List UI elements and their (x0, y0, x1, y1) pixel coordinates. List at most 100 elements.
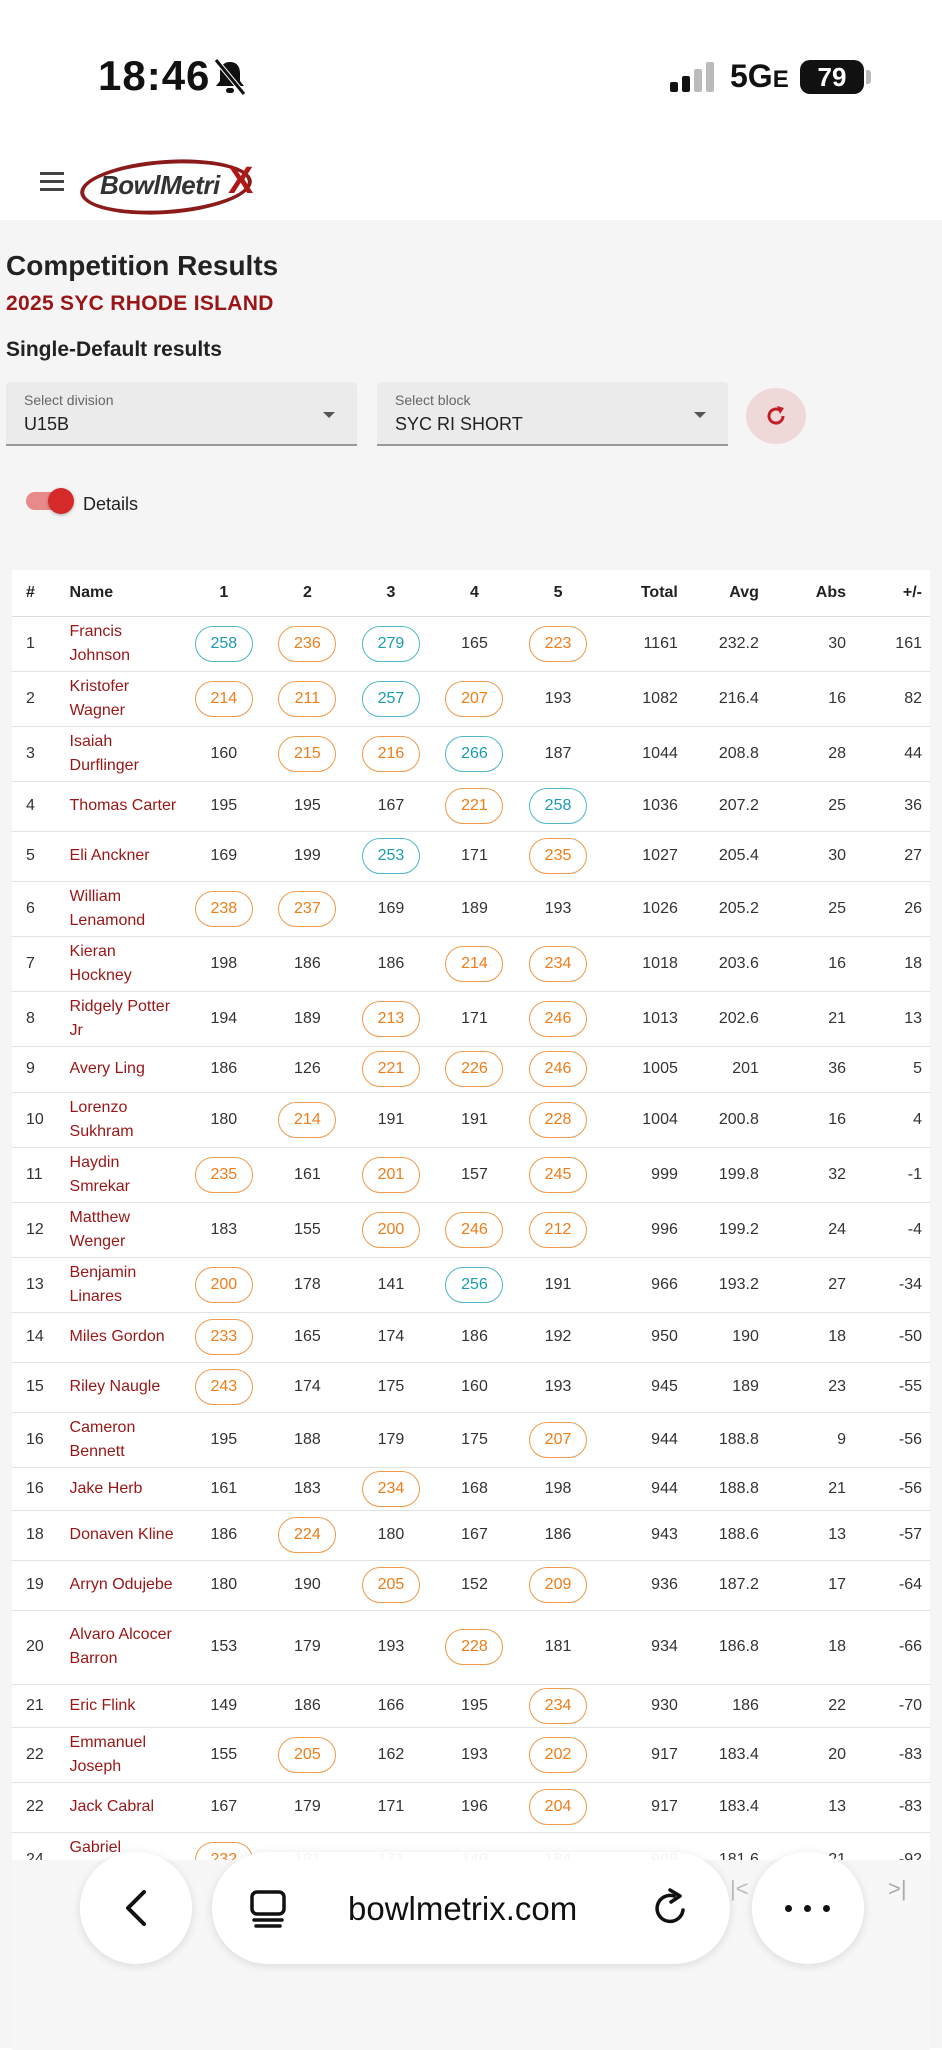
bowler-name-link[interactable]: Avery Ling (69, 1046, 183, 1093)
header-total[interactable]: Total (599, 570, 688, 617)
plus-minus-cell: 4 (852, 1092, 930, 1148)
division-select[interactable]: Select division U15B (6, 382, 357, 446)
table-row[interactable]: 2 Kristofer Wagner 214 211 257 207 193 1082 216.… (12, 671, 930, 727)
bowler-name-link[interactable]: Isaiah Durflinger (69, 726, 183, 782)
first-page-button[interactable]: |< (730, 1876, 749, 1901)
bowler-name-link[interactable]: Cameron Bennett (69, 1412, 183, 1468)
game-5-score: 234 (516, 936, 600, 992)
game-2-score: 224 (265, 1510, 350, 1561)
table-row[interactable]: 19 Arryn Odujebe 180 190 205 152 209 936 187.2 17… (12, 1560, 930, 1611)
table-row[interactable]: 13 Benjamin Linares 200 178 141 256 191 966 193.… (12, 1257, 930, 1313)
header-plus-minus[interactable]: +/- (852, 570, 930, 617)
main-content: Competition Results 2025 SYC RHODE ISLAN… (0, 220, 942, 2050)
results-table: # Name 1 2 3 4 5 Total Avg Abs +/- 1 Fran… (12, 570, 930, 1860)
bowlmetrix-logo[interactable]: BowlMetri X (78, 154, 260, 220)
bowler-name-link[interactable]: Jack Cabral (69, 1782, 183, 1833)
bowler-name-link[interactable]: Matthew Wenger (69, 1202, 183, 1258)
table-row[interactable]: 4 Thomas Carter 195 195 167 221 258 1036 207.2 25… (12, 781, 930, 832)
header-name[interactable]: Name (69, 570, 183, 617)
bowler-name-link[interactable]: Jake Herb (69, 1467, 183, 1511)
avg-cell: 187.2 (687, 1560, 765, 1611)
table-row[interactable]: 6 William Lenamond 238 237 169 189 193 1026 205.… (12, 881, 930, 937)
game-4-score: 256 (432, 1257, 517, 1313)
table-row[interactable]: 14 Miles Gordon 233 165 174 186 192 950 190 18 -50 (12, 1312, 930, 1363)
total-cell: 996 (599, 1202, 688, 1258)
last-page-button[interactable]: >| (888, 1876, 907, 1901)
result-type-heading: Single-Default results (6, 338, 222, 361)
bowler-name-link[interactable]: Donaven Kline (69, 1510, 183, 1561)
refresh-button[interactable] (746, 388, 806, 444)
header-game-2[interactable]: 2 (265, 570, 350, 617)
avg-cell: 205.2 (687, 881, 765, 937)
rank-cell: 20 (12, 1610, 70, 1685)
address-bar[interactable]: bowlmetrix.com (212, 1852, 730, 1964)
bowler-name-link[interactable]: Emmanuel Joseph (69, 1727, 183, 1783)
table-row[interactable]: 21 Eric Flink 149 186 166 195 234 930 186 22 -70 (12, 1684, 930, 1728)
header-rank[interactable]: # (12, 570, 70, 617)
rank-cell: 15 (12, 1362, 70, 1413)
game-4-score: 171 (432, 991, 517, 1047)
game-1-score: 180 (182, 1560, 266, 1611)
game-2-score: 186 (265, 936, 350, 992)
header-game-5[interactable]: 5 (516, 570, 600, 617)
reload-icon[interactable] (650, 1888, 690, 1928)
details-toggle[interactable] (26, 488, 74, 514)
score-badge: 201 (361, 1156, 420, 1193)
table-row[interactable]: 20 Alvaro Alcocer Barron 153 179 193 228 181 93… (12, 1610, 930, 1685)
header-game-1[interactable]: 1 (182, 570, 266, 617)
header-game-4[interactable]: 4 (432, 570, 517, 617)
table-row[interactable]: 15 Riley Naugle 243 174 175 160 193 945 189 23 -55 (12, 1362, 930, 1413)
game-2-score: 188 (265, 1412, 350, 1468)
table-row[interactable]: 5 Eli Anckner 169 199 253 171 235 1027 205.4 30 27 (12, 831, 930, 882)
high-score-badge: 258 (194, 625, 253, 662)
more-options-button[interactable] (752, 1852, 864, 1964)
table-row[interactable]: 10 Lorenzo Sukhram 180 214 191 191 228 1004 200.… (12, 1092, 930, 1148)
table-row[interactable]: 22 Jack Cabral 167 179 171 196 204 917 183.4 13 -8… (12, 1782, 930, 1833)
total-cell: 944 (599, 1412, 688, 1468)
bowler-name-link[interactable]: Arryn Odujebe (69, 1560, 183, 1611)
table-row[interactable]: 8 Ridgely Potter Jr 194 189 213 171 246 1013 202… (12, 991, 930, 1047)
bowler-name-link[interactable]: William Lenamond (69, 881, 183, 937)
score-badge: 235 (529, 838, 588, 874)
table-row[interactable]: 22 Emmanuel Joseph 155 205 162 193 202 917 183.4… (12, 1727, 930, 1783)
table-row[interactable]: 12 Matthew Wenger 183 155 200 246 212 996 199.2 2… (12, 1202, 930, 1258)
bowler-name-link[interactable]: Eric Flink (69, 1684, 183, 1728)
back-button[interactable] (80, 1852, 192, 1964)
table-row[interactable]: 16 Jake Herb 161 183 234 168 198 944 188.8 21 -56 (12, 1467, 930, 1511)
table-row[interactable]: 9 Avery Ling 186 126 221 226 246 1005 201 36 5 (12, 1046, 930, 1093)
bowler-name-link[interactable]: Benjamin Linares (69, 1257, 183, 1313)
bowler-name-link[interactable]: Ridgely Potter Jr (69, 991, 183, 1047)
game-3-score: 167 (349, 781, 433, 832)
header-avg[interactable]: Avg (687, 570, 765, 617)
bowler-name-link[interactable]: Miles Gordon (69, 1312, 183, 1363)
game-3-score: 213 (349, 991, 433, 1047)
block-select[interactable]: Select block SYC RI SHORT (377, 382, 728, 446)
bowler-name-link[interactable]: Eli Anckner (69, 831, 183, 882)
page-title: Competition Results (6, 250, 279, 281)
high-score-badge: 258 (529, 788, 588, 824)
game-5-score: 191 (516, 1257, 600, 1313)
bowler-name-link[interactable]: Lorenzo Sukhram (69, 1092, 183, 1148)
rank-cell: 22 (12, 1727, 70, 1783)
hamburger-icon[interactable] (40, 172, 64, 192)
table-row[interactable]: 11 Haydin Smrekar 235 161 201 157 245 999 199.8 3… (12, 1147, 930, 1203)
game-4-score: 168 (432, 1467, 517, 1511)
bowler-name-link[interactable]: Kristofer Wagner (69, 671, 183, 727)
table-row[interactable]: 3 Isaiah Durflinger 160 215 216 266 187 1044 208… (12, 726, 930, 782)
header-abs[interactable]: Abs (764, 570, 853, 617)
table-row[interactable]: 1 Francis Johnson 258 236 279 165 223 1161 232.2… (12, 616, 930, 672)
bowler-name-link[interactable]: Francis Johnson (69, 616, 183, 672)
bowler-name-link[interactable]: Alvaro Alcocer Barron (69, 1610, 183, 1685)
bowler-name-link[interactable]: Riley Naugle (69, 1362, 183, 1413)
header-game-3[interactable]: 3 (349, 570, 433, 617)
table-row[interactable]: 18 Donaven Kline 186 224 180 167 186 943 188.6 13… (12, 1510, 930, 1561)
bowler-name-link[interactable]: Haydin Smrekar (69, 1147, 183, 1203)
total-cell: 934 (599, 1610, 688, 1685)
bowler-name-link[interactable]: Gabriel Solomon (69, 1832, 183, 1860)
table-row[interactable]: 7 Kieran Hockney 198 186 186 214 234 1018 203.6 1… (12, 936, 930, 992)
table-row[interactable]: 16 Cameron Bennett 195 188 179 175 207 944 188.8… (12, 1412, 930, 1468)
score-badge: 209 (529, 1567, 588, 1603)
bowler-name-link[interactable]: Thomas Carter (69, 781, 183, 832)
high-score-badge: 256 (445, 1266, 504, 1303)
bowler-name-link[interactable]: Kieran Hockney (69, 936, 183, 992)
